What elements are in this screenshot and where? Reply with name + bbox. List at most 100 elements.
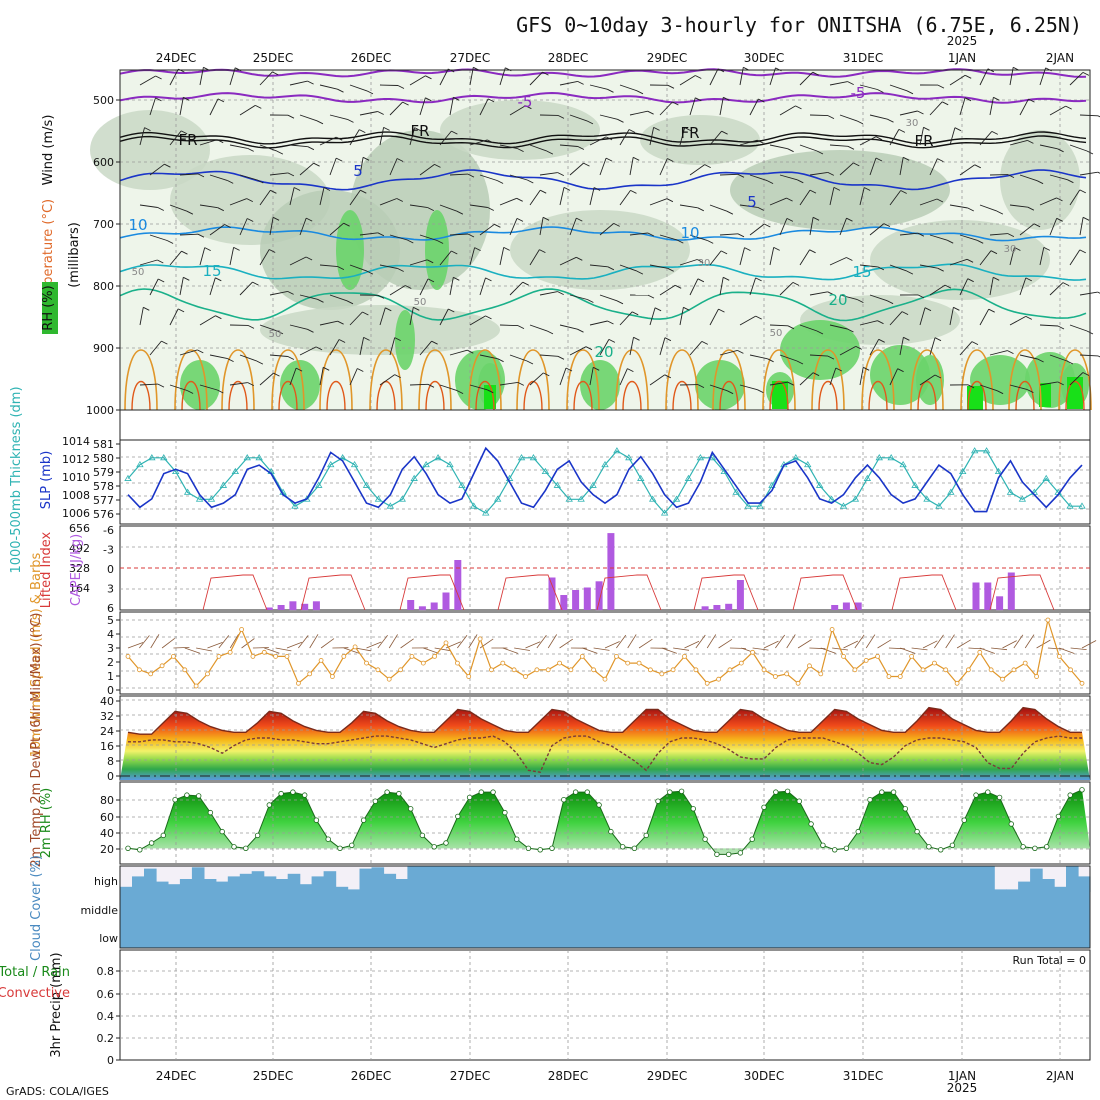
wind-barb — [269, 172, 288, 176]
wind-barb-flag — [971, 341, 979, 346]
wind-barb-flag — [542, 216, 550, 221]
rh-point — [985, 789, 991, 795]
wind-barb — [439, 130, 452, 146]
wind-barb — [1069, 72, 1084, 86]
cape-bar — [572, 590, 580, 610]
wind-barb — [329, 294, 348, 302]
wind-barb — [959, 97, 966, 116]
cape-bar — [418, 606, 426, 611]
wind-barb-flag — [197, 349, 204, 354]
wind-barb — [199, 247, 206, 266]
wind-barb — [439, 384, 458, 392]
wind-barb — [769, 247, 775, 266]
wind-barb — [379, 307, 386, 326]
surface-temp-arc — [418, 349, 452, 411]
wind-barb — [199, 315, 216, 326]
rh-point — [195, 793, 202, 799]
wind-barb — [619, 368, 628, 386]
thickness-marker — [660, 509, 669, 516]
wind-barb — [889, 84, 908, 92]
wind-barb — [209, 277, 216, 296]
rh-point — [184, 792, 190, 798]
wind-barb — [289, 80, 308, 86]
wind-barb — [869, 294, 888, 302]
thickness-marker — [792, 454, 800, 461]
rh-line — [127, 789, 1083, 855]
wind10-barb — [865, 634, 876, 649]
cloud-high-bar — [970, 866, 983, 892]
wind-barb-flag — [827, 291, 834, 296]
wind-barb-flag — [522, 281, 529, 286]
wind-barb — [569, 346, 587, 356]
wind-barb-flag — [758, 98, 765, 103]
wind-barb-flag — [726, 390, 734, 395]
cloud-high-bar — [203, 879, 217, 892]
thickness-marker — [434, 454, 442, 461]
wind-barb — [559, 144, 578, 147]
thickness-marker — [732, 488, 740, 495]
wind10-point — [670, 667, 676, 673]
wind-barb — [769, 67, 776, 86]
wind-barb-flag — [996, 210, 1004, 215]
wind-barb-flag — [526, 360, 534, 365]
cloud-high-bar — [120, 886, 133, 892]
wind-barb-flag — [897, 368, 904, 373]
axis-tick-label: 40 — [100, 695, 114, 708]
wind-barb-flag — [587, 299, 594, 303]
wind-barb-flag — [247, 382, 255, 387]
wind10-point — [295, 680, 301, 686]
wind-barb-flag — [877, 89, 884, 93]
wind-barb-flag — [816, 330, 824, 335]
wind-barb-flag — [674, 284, 682, 289]
wind-barb-flag — [362, 156, 370, 161]
thickness-marker — [1066, 502, 1074, 509]
wind-barb — [889, 190, 902, 206]
wind-barb — [959, 341, 973, 356]
wind-barb-flag — [1056, 197, 1063, 202]
wind10-point — [1068, 667, 1073, 673]
wind10-barb — [229, 634, 239, 649]
wind-barb — [689, 97, 696, 116]
wind10-point — [977, 649, 983, 655]
wind-barb — [629, 110, 648, 116]
contour-label: 50 — [414, 297, 427, 308]
wind-barb-flag — [517, 325, 525, 330]
bottom-date-axis: 24DEC 25DEC 26DEC 27DEC 28DEC 29DEC 30DEC 31DEC… — [156, 1069, 1074, 1083]
wind-barb — [1049, 105, 1066, 116]
wind-barb-flag — [857, 299, 864, 304]
wind10-point — [466, 674, 472, 679]
wind-barb — [949, 307, 954, 326]
thickness-marker — [446, 460, 454, 468]
thickness-marker — [994, 467, 1003, 475]
wind10-point — [1000, 676, 1005, 682]
wind10-point — [591, 667, 596, 673]
wind-barb-flag — [992, 276, 1000, 281]
wind-barb — [259, 190, 271, 206]
rh-point — [608, 828, 614, 835]
axis-tick-label: 492 — [69, 542, 90, 555]
wind-barb-flag — [632, 156, 640, 161]
rh-point — [655, 798, 661, 804]
wind10-point — [136, 667, 142, 673]
wind-barb — [1039, 67, 1047, 86]
rh-point — [231, 844, 237, 850]
wind10-point — [386, 676, 392, 682]
wind-barb — [449, 233, 469, 236]
contour-label: 20 — [594, 343, 613, 361]
wind-barb — [179, 173, 199, 176]
contour-line — [119, 288, 1087, 322]
wind10-barb — [423, 647, 439, 654]
contour-label: 30 — [698, 258, 711, 269]
axis-tick-label: 0 — [107, 563, 114, 576]
contour-label: 50 — [132, 267, 145, 278]
wind-barb — [919, 264, 938, 269]
wind-barb — [409, 75, 426, 86]
wind10-point — [1079, 680, 1085, 686]
surface-temp-arc — [369, 349, 403, 411]
wind-barb — [629, 232, 648, 236]
wind10-point — [159, 663, 165, 669]
surface-temp-arc — [516, 349, 550, 411]
wind-barb — [779, 354, 798, 362]
wind-barb — [649, 127, 655, 146]
thickness-marker — [493, 495, 502, 502]
